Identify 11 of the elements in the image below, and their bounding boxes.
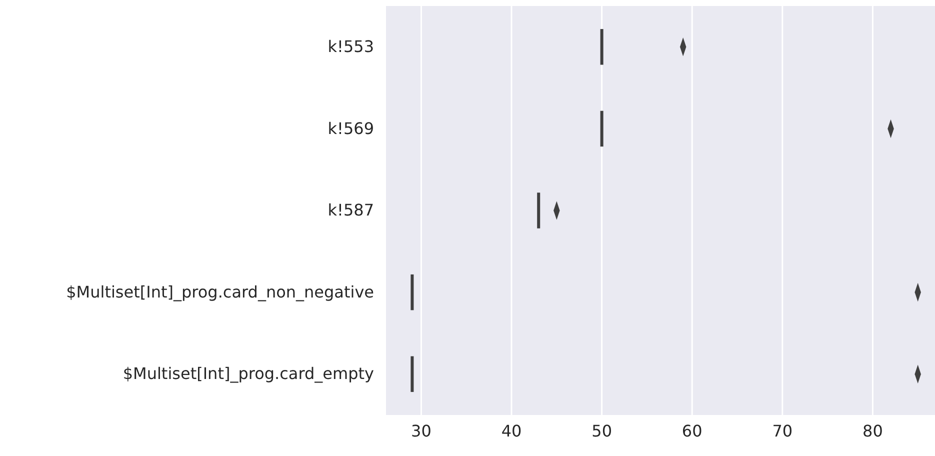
x-tick-label: 70 xyxy=(772,421,793,440)
x-tick-label: 50 xyxy=(592,421,612,440)
y-tick-label: k!587 xyxy=(328,200,374,220)
x-tick-label: 40 xyxy=(501,421,522,440)
y-tick-label: $Multiset[Int]_prog.card_non_negative xyxy=(66,282,374,302)
x-tick-label: 30 xyxy=(411,421,432,440)
x-tick-label: 60 xyxy=(682,421,702,440)
y-tick-label: k!553 xyxy=(328,37,374,56)
y-tick-label: k!569 xyxy=(328,118,374,138)
x-tick-label: 80 xyxy=(862,421,883,440)
y-tick-label: $Multiset[Int]_prog.card_empty xyxy=(122,364,374,384)
